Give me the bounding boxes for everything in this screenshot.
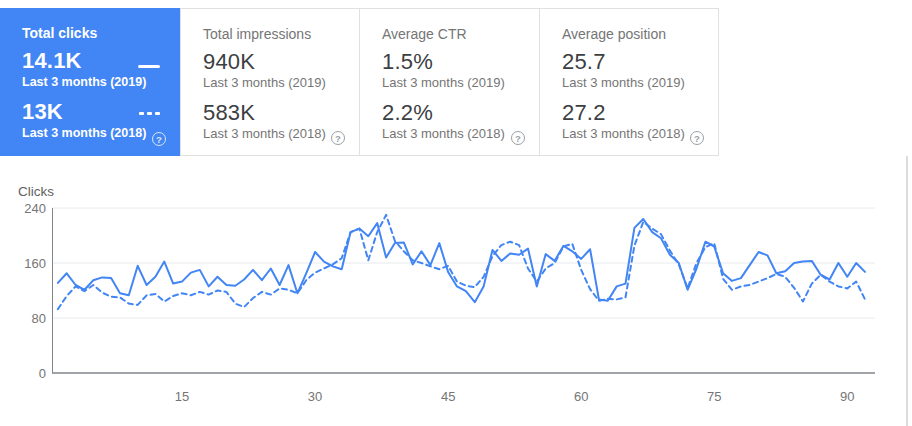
- search-console-performance-page: Total clicks 14.1K Last 3 months (2019) …: [0, 0, 912, 426]
- dashed-line-legend-icon: [139, 112, 160, 115]
- help-icon[interactable]: ?: [331, 131, 345, 145]
- x-tick-label: 15: [175, 389, 189, 404]
- y-tick-label: 0: [39, 366, 46, 381]
- card-title: Average CTR: [382, 25, 525, 43]
- metric-2019: 1.5% Last 3 months (2019): [382, 49, 525, 91]
- metric-2019: 14.1K Last 3 months (2019): [22, 48, 166, 90]
- metric-label: Last 3 months (2018): [203, 126, 345, 142]
- card-total-impressions[interactable]: Total impressions 940K Last 3 months (20…: [180, 8, 360, 156]
- x-tick-label: 60: [574, 389, 588, 404]
- y-tick-label: 80: [32, 311, 46, 326]
- metric-value: 940K: [203, 49, 345, 75]
- x-tick-label: 75: [707, 389, 721, 404]
- solid-line-legend-icon: [138, 65, 160, 68]
- metric-label: Last 3 months (2018): [382, 126, 525, 142]
- x-tick-label: 45: [441, 389, 455, 404]
- clicks-chart-area: 0 80 160 240 Clicks 15 30 45 60 75 90: [0, 156, 912, 426]
- metric-label: Last 3 months (2018): [562, 126, 704, 142]
- metric-value: 25.7: [562, 49, 704, 75]
- metric-value: 583K: [203, 100, 345, 126]
- help-icon[interactable]: ?: [690, 131, 704, 145]
- metric-2019: 25.7 Last 3 months (2019): [562, 49, 704, 91]
- x-tick-label: 90: [840, 389, 854, 404]
- metric-label: Last 3 months (2019): [562, 75, 704, 91]
- series-line-2019: [58, 219, 865, 302]
- card-title: Average position: [562, 25, 704, 43]
- metric-label: Last 3 months (2019): [382, 75, 525, 91]
- clicks-line-chart: 0 80 160 240 Clicks 15 30 45 60 75 90: [0, 156, 912, 426]
- metric-2018: 2.2% Last 3 months (2018): [382, 100, 525, 142]
- metric-value: 27.2: [562, 100, 704, 126]
- y-axis-title: Clicks: [18, 184, 54, 199]
- page-right-divider: [906, 156, 908, 426]
- metric-label: Last 3 months (2018): [22, 125, 166, 141]
- metric-2018: 13K Last 3 months (2018): [22, 99, 166, 141]
- metric-value: 2.2%: [382, 100, 525, 126]
- card-title: Total impressions: [203, 25, 345, 43]
- card-title: Total clicks: [22, 24, 166, 42]
- y-tick-label: 160: [24, 256, 46, 271]
- metric-2019: 940K Last 3 months (2019): [203, 49, 345, 91]
- metric-value: 14.1K: [22, 48, 166, 74]
- metric-2018: 583K Last 3 months (2018): [203, 100, 345, 142]
- help-icon[interactable]: ?: [511, 131, 525, 145]
- metric-value: 1.5%: [382, 49, 525, 75]
- y-tick-label: 240: [24, 201, 46, 216]
- metric-label: Last 3 months (2019): [203, 75, 345, 91]
- series-line-2018: [58, 215, 865, 309]
- help-icon[interactable]: ?: [152, 132, 166, 146]
- card-total-clicks[interactable]: Total clicks 14.1K Last 3 months (2019) …: [0, 8, 180, 156]
- x-tick-label: 30: [308, 389, 322, 404]
- metric-label: Last 3 months (2019): [22, 74, 166, 90]
- card-average-ctr[interactable]: Average CTR 1.5% Last 3 months (2019) 2.…: [360, 8, 540, 156]
- card-average-position[interactable]: Average position 25.7 Last 3 months (201…: [540, 8, 719, 156]
- metric-2018: 27.2 Last 3 months (2018): [562, 100, 704, 142]
